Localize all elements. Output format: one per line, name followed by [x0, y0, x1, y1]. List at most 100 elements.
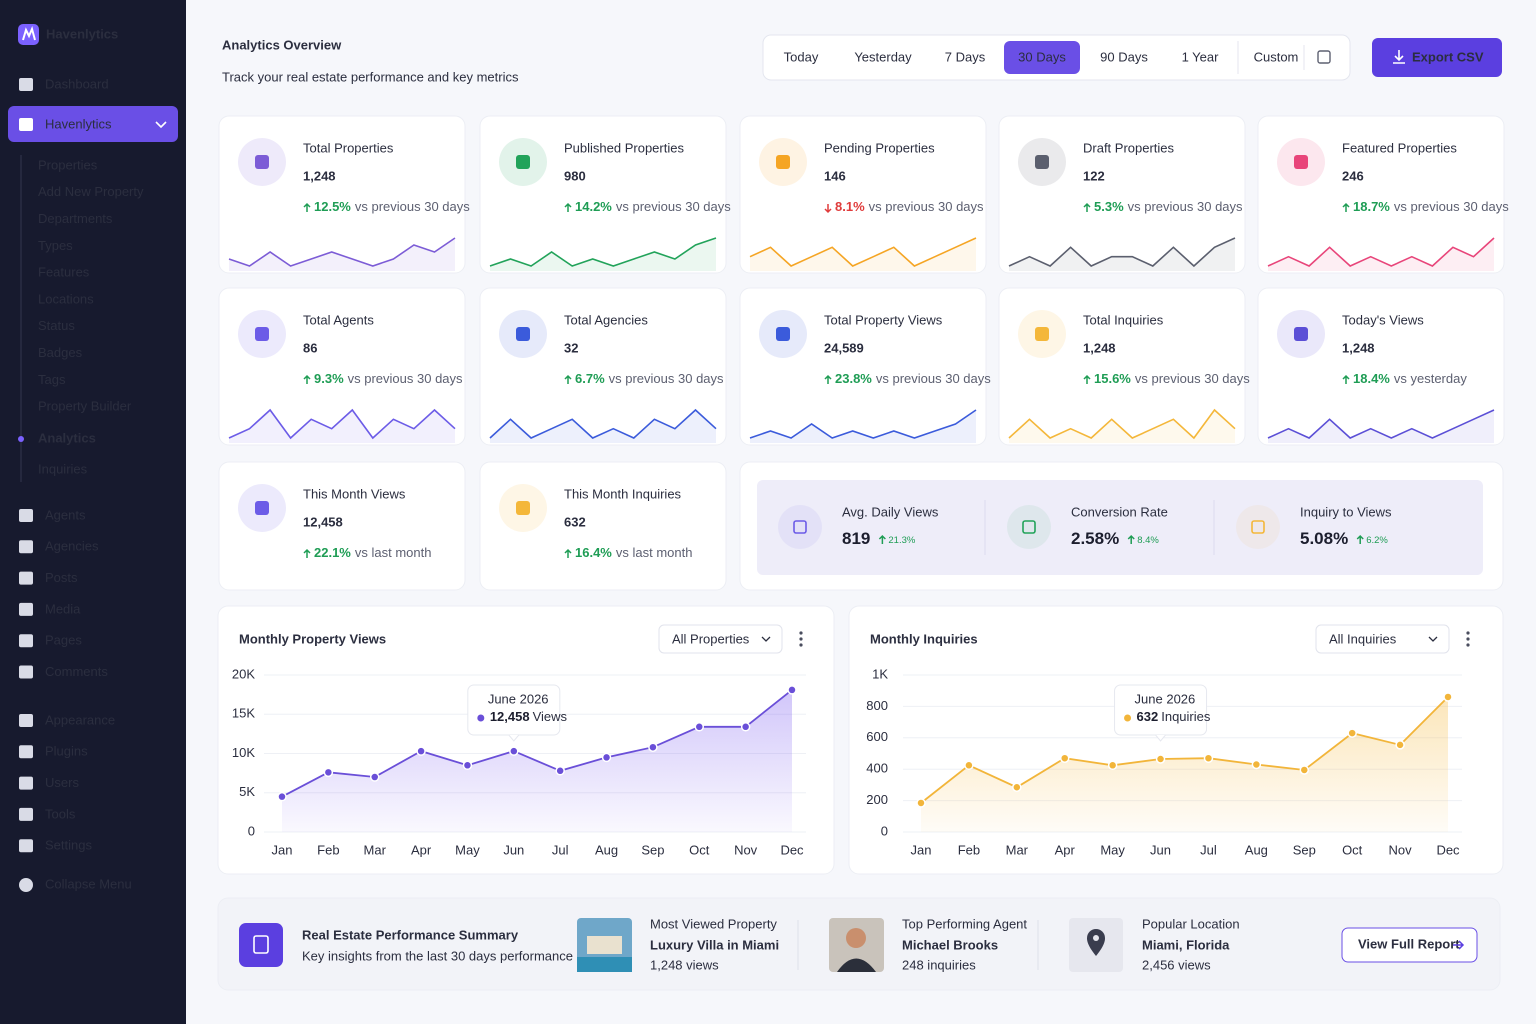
data-point[interactable]	[964, 760, 974, 771]
calendar-icon[interactable]	[1317, 50, 1331, 64]
nav-item[interactable]: Agents	[45, 507, 86, 522]
nav-item[interactable]: Pages	[45, 633, 82, 648]
active-dot	[18, 436, 24, 442]
change-note: vs last month	[616, 545, 693, 560]
data-point[interactable]	[1347, 728, 1357, 738]
submenu-item[interactable]: Features	[38, 265, 90, 280]
submenu-item[interactable]: Status	[38, 318, 75, 333]
data-point[interactable]	[462, 760, 473, 771]
data-point[interactable]	[369, 772, 380, 782]
nav-item[interactable]: Dashboard	[45, 76, 109, 91]
mini-icon	[793, 520, 807, 534]
data-point[interactable]	[1012, 782, 1022, 793]
data-point[interactable]	[694, 722, 705, 732]
submenu-item[interactable]: Departments	[38, 211, 113, 226]
data-point[interactable]	[509, 746, 519, 756]
range-option[interactable]: Custom	[1254, 49, 1299, 64]
sparkline	[1267, 237, 1495, 267]
submenu-item[interactable]: Types	[38, 238, 73, 253]
report-button[interactable]	[1341, 927, 1478, 963]
nav-item[interactable]: Appearance	[45, 712, 115, 727]
brand-logo-mark	[22, 25, 36, 41]
stat-title: Total Property Views	[824, 312, 943, 327]
submenu-item[interactable]: Property Builder	[38, 399, 132, 414]
submenu-item[interactable]: Add New Property	[38, 184, 144, 199]
mini-value: 5.08% 6.2%	[1300, 529, 1388, 548]
data-point[interactable]	[1203, 753, 1214, 763]
agent-photo-body	[837, 958, 876, 972]
kebab-dot[interactable]	[799, 643, 803, 647]
change-arrow	[564, 202, 572, 212]
sparkline	[749, 409, 977, 439]
data-point[interactable]	[277, 791, 287, 802]
data-point[interactable]	[1251, 759, 1262, 770]
x-tick-label: Feb	[317, 842, 339, 857]
y-tick-label: 10K	[232, 745, 255, 760]
kebab-dot[interactable]	[1466, 637, 1470, 641]
kebab-dot[interactable]	[1466, 631, 1470, 635]
chart-filter[interactable]	[1315, 624, 1450, 654]
insight-meta: 248 inquiries	[902, 957, 976, 972]
kebab-dot[interactable]	[799, 637, 803, 641]
change-value: 18.7%	[1353, 199, 1390, 214]
nav-item[interactable]: Users	[45, 775, 79, 790]
export-button[interactable]	[1372, 38, 1502, 77]
range-option[interactable]: 1 Year	[1182, 49, 1220, 64]
kebab-dot[interactable]	[1466, 643, 1470, 647]
data-point[interactable]	[648, 742, 658, 752]
data-point[interactable]	[1155, 754, 1166, 764]
change-value: 5.3%	[1094, 199, 1124, 214]
submenu-item[interactable]: Badges	[38, 345, 83, 360]
nav-group-active[interactable]	[8, 106, 178, 142]
nav-item[interactable]: Agencies	[45, 539, 99, 554]
nav-item[interactable]: Tools	[45, 806, 76, 821]
nav-item[interactable]: Settings	[45, 838, 92, 853]
stat-value: 1,248	[1083, 340, 1116, 355]
data-point[interactable]	[601, 752, 612, 763]
collapse-menu[interactable]: Collapse Menu	[45, 876, 132, 891]
submenu-item[interactable]: Inquiries	[38, 461, 88, 476]
sparkline	[489, 408, 717, 439]
data-point[interactable]	[1107, 760, 1118, 771]
nav-item[interactable]: Comments	[45, 664, 108, 679]
chart-filter[interactable]	[658, 624, 783, 654]
data-point[interactable]	[787, 685, 797, 695]
sparkline	[489, 237, 717, 267]
y-tick-label: 0	[881, 823, 888, 838]
submenu-item[interactable]: Tags	[38, 372, 66, 387]
range-option[interactable]: Today	[784, 49, 819, 64]
stat-change: 12.5% vs previous 30 days	[314, 199, 470, 214]
data-point[interactable]	[740, 722, 751, 732]
data-point[interactable]	[916, 798, 926, 808]
range-option[interactable]: Yesterday	[854, 49, 912, 64]
tooltip-series: Views	[533, 709, 568, 724]
change-arrow	[303, 548, 311, 558]
range-option[interactable]: 7 Days	[945, 49, 986, 64]
summary-subtitle: Key insights from the last 30 days perfo…	[302, 948, 573, 963]
data-point[interactable]	[416, 746, 426, 756]
data-point[interactable]	[1299, 765, 1310, 775]
sparkline-area	[1009, 410, 1235, 443]
nav-item[interactable]: Plugins	[45, 744, 88, 759]
nav-item[interactable]: Media	[45, 601, 81, 616]
submenu-item[interactable]: Properties	[38, 157, 98, 172]
insight-name: Luxury Villa in Miami	[650, 937, 779, 952]
nav-item[interactable]: Posts	[45, 570, 78, 585]
submenu-item[interactable]: Locations	[38, 291, 94, 306]
kebab-dot[interactable]	[799, 631, 803, 635]
data-point[interactable]	[1059, 753, 1070, 763]
change-value: 18.4%	[1353, 371, 1390, 386]
data-point[interactable]	[1443, 692, 1453, 702]
mini-change: 6.2%	[1366, 535, 1388, 546]
data-point[interactable]	[1395, 740, 1405, 750]
range-active[interactable]	[1004, 41, 1080, 74]
stat-change: 23.8% vs previous 30 days	[835, 371, 991, 386]
data-point[interactable]	[555, 766, 565, 776]
range-option[interactable]: 90 Days	[1100, 49, 1148, 64]
y-tick-label: 400	[866, 761, 888, 776]
data-point[interactable]	[323, 767, 334, 778]
change-arrow	[564, 374, 572, 384]
stat-icon	[516, 501, 530, 515]
submenu-item[interactable]: Analytics	[38, 430, 96, 445]
range-option[interactable]: 30 Days	[1018, 49, 1066, 64]
